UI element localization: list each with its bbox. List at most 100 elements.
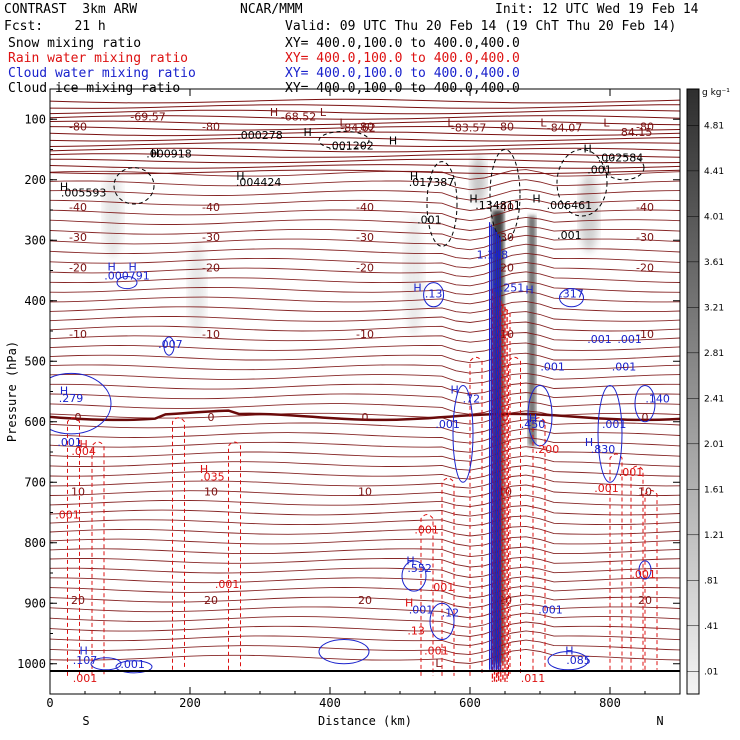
ice-contour <box>556 149 608 217</box>
cloud-water-contour <box>547 651 589 671</box>
extrema-label: .000791 <box>104 270 150 283</box>
isotherm <box>50 207 680 222</box>
field-rain-xy: XY= 400.0,100.0 to 400.0,400.0 <box>285 51 520 66</box>
extrema-label: .12 <box>442 607 460 620</box>
stratosphere-isotherm <box>50 136 680 142</box>
isotherm-label: -80 <box>496 121 514 134</box>
forecast-hour: Fcst: 21 h <box>4 19 106 34</box>
high-marker: H <box>270 106 278 119</box>
isotherm-label: -40 <box>69 201 87 214</box>
stratosphere-isotherm <box>50 147 680 153</box>
isotherm <box>50 290 680 305</box>
extrema-label: .72 <box>463 392 481 405</box>
isotherm <box>50 261 680 278</box>
extrema-label: -68.52 <box>281 110 316 123</box>
extrema-label: -69.57 <box>130 110 165 123</box>
extrema-label: .001 <box>417 213 442 226</box>
isotherm-label: -10 <box>69 328 87 341</box>
isotherm <box>50 639 680 656</box>
high-marker: H <box>60 385 68 398</box>
extrema-label: .001 <box>619 466 644 479</box>
isotherm <box>50 271 680 287</box>
ice-shading <box>579 173 599 253</box>
cloud-water-contour <box>116 276 138 290</box>
isotherm <box>50 300 680 314</box>
isotherm <box>50 576 680 589</box>
isotherm-label: -10 <box>636 328 654 341</box>
rain-contour <box>228 441 241 670</box>
field-snow-xy: XY= 400.0,100.0 to 400.0,400.0 <box>285 36 520 51</box>
ice-shading <box>188 240 206 338</box>
isotherm <box>50 234 680 251</box>
isotherm <box>50 455 680 471</box>
extrema-label: .004 <box>71 445 96 458</box>
high-marker: H <box>79 645 87 658</box>
colorbar-label: 2.01 <box>704 440 724 450</box>
x-tick-label: 0 <box>46 696 53 710</box>
extrema-label: .13 <box>425 288 443 301</box>
ice-shading <box>470 155 487 204</box>
extrema-label: .134811 <box>475 199 521 212</box>
extrema-label: .006461 <box>547 199 593 212</box>
extrema-label: .552 <box>407 562 432 575</box>
extrema-label: .107 <box>73 654 98 667</box>
isotherm-label: -40 <box>636 201 654 214</box>
isotherm <box>50 515 680 527</box>
isotherm <box>50 494 680 508</box>
stratosphere-isotherm <box>50 98 680 104</box>
isotherm-label: -40 <box>202 201 220 214</box>
field-cloudwater-name: Cloud water mixing ratio <box>8 66 196 81</box>
y-axis-label: Pressure (hPa) <box>5 341 19 442</box>
extrema-label: 84.15 <box>621 126 653 139</box>
extrema-label: .001 <box>557 229 582 242</box>
stratosphere-isotherm <box>50 169 680 175</box>
isotherm-label: -20 <box>69 261 87 274</box>
isotherm-label: -40 <box>356 201 374 214</box>
isotherm <box>50 382 680 395</box>
extrema-label: .140 <box>645 392 670 405</box>
low-marker: L <box>435 657 442 670</box>
y-tick-label: 200 <box>24 173 46 187</box>
extrema-label: .13 <box>407 625 425 638</box>
extrema-label: .279 <box>59 392 84 405</box>
extrema-label: .001 <box>57 436 82 449</box>
rain-contour <box>532 417 546 670</box>
high-marker: H <box>405 596 413 609</box>
extrema-label: 1.251 <box>493 282 525 295</box>
colorbar-label: 3.61 <box>704 258 724 268</box>
rain-contour <box>609 453 623 670</box>
freezing-level <box>50 409 680 422</box>
isotherm-label: -80 <box>636 121 654 134</box>
low-marker: L <box>540 117 547 130</box>
high-marker: H <box>585 436 593 449</box>
extrema-label: .001 <box>617 333 642 346</box>
low-marker: L <box>447 117 454 130</box>
isotherm <box>50 321 680 333</box>
x-tick-label: 200 <box>179 696 201 710</box>
extrema-label: -84.62 <box>340 121 375 134</box>
high-marker: H <box>525 283 533 296</box>
y-tick-label: 500 <box>24 354 46 368</box>
colorbar-label: 1.61 <box>704 485 724 495</box>
extrema-label: .001 <box>55 509 80 522</box>
isotherm-label: -10 <box>356 328 374 341</box>
isotherm <box>50 198 680 211</box>
north-label: N <box>656 714 663 728</box>
extrema-label: .085 <box>566 654 591 667</box>
colorbar-unit: g kg⁻¹ <box>702 88 730 98</box>
extrema-label: .001 <box>424 645 449 658</box>
isotherm <box>50 372 680 385</box>
high-marker: H <box>79 438 87 451</box>
isotherm-label: -30 <box>356 231 374 244</box>
isotherm-label: 0 <box>362 411 369 424</box>
extrema-label: .011 <box>521 672 546 685</box>
colorbar <box>686 88 700 695</box>
cloud-water-contour <box>634 384 656 423</box>
isotherm <box>50 621 680 637</box>
high-marker: H <box>200 463 208 476</box>
high-marker: H <box>410 170 418 183</box>
isotherm <box>50 536 680 547</box>
isotherm <box>50 280 680 296</box>
isotherm <box>50 594 680 609</box>
